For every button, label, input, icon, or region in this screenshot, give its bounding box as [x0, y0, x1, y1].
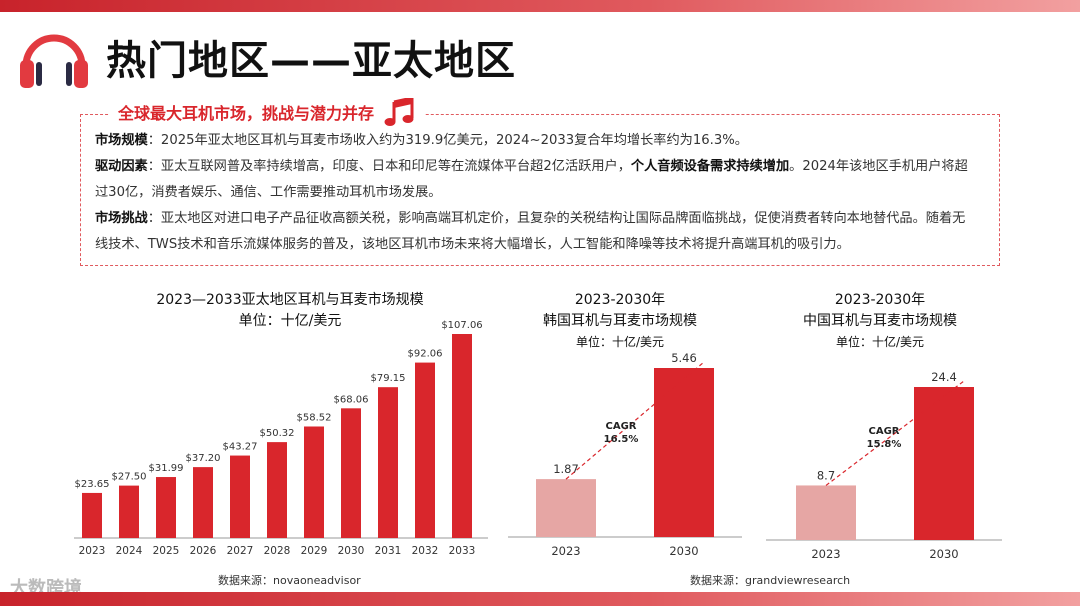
- chart2-value-label: 1.87: [553, 462, 579, 476]
- info-line-market-size: 市场规模：2025年亚太地区耳机与耳麦市场收入约为319.9亿美元，2024~2…: [95, 133, 748, 148]
- chart1-tick-label: 2024: [116, 545, 143, 557]
- chart1-value-label: $68.06: [334, 394, 369, 405]
- chart2-tick-label: 2023: [551, 544, 580, 558]
- chart2-value-label: 5.46: [671, 351, 697, 365]
- chart1-bar-2025: [156, 477, 176, 538]
- bottom-accent-bar: [0, 592, 1080, 606]
- source-left: 数据来源：novaoneadvisor: [218, 574, 361, 587]
- chart1-tick-label: 2025: [153, 545, 180, 557]
- chart3-cagr-label: CAGR: [869, 426, 900, 437]
- chart3-bar-2030: [914, 387, 974, 540]
- info-line-drivers: 驱动因素：亚太互联网普及率持续增高，印度、日本和印尼等在流媒体平台超2亿活跃用户…: [95, 159, 968, 174]
- chart3-tick-label: 2023: [811, 547, 840, 561]
- chart2-cagr-label: CAGR: [606, 421, 637, 432]
- chart1-value-label: $79.15: [371, 373, 406, 384]
- chart1-bar-2029: [304, 426, 324, 538]
- page-title: 热门地区——亚太地区: [106, 38, 516, 84]
- chart3-title: 2023-2030年 中国耳机与耳麦市场规模 单位：十亿/美元: [803, 292, 957, 349]
- info-text: 市场规模：2025年亚太地区耳机与耳麦市场收入约为319.9亿美元，2024~2…: [95, 128, 990, 258]
- chart1-tick-label: 2033: [449, 545, 476, 557]
- chart1-value-label: $43.27: [223, 442, 258, 453]
- music-note-icon: [384, 98, 414, 126]
- source-right: 数据来源：grandviewresearch: [690, 574, 851, 587]
- chart1-tick-label: 2026: [190, 545, 217, 557]
- chart2-cagr-value: 16.5%: [604, 434, 639, 445]
- info-line-challenges: 市场挑战：亚太地区对进口电子产品征收高额关税，影响高端耳机定价，且复杂的关税结构…: [95, 211, 966, 226]
- chart2-cagr-trend-line: [565, 361, 705, 480]
- chart1-value-label: $31.99: [149, 463, 184, 474]
- chart2-title: 2023-2030年 韩国耳机与耳麦市场规模 单位：十亿/美元: [543, 292, 697, 349]
- chart1-value-label: $27.50: [112, 472, 147, 483]
- chart1-tick-label: 2023: [79, 545, 106, 557]
- chart3-value-label: 24.4: [931, 370, 957, 384]
- chart3-cagr-value: 15.8%: [867, 439, 902, 450]
- chart1-tick-label: 2029: [301, 545, 328, 557]
- chart1-value-label: $58.52: [297, 412, 332, 423]
- chart1-bar-2032: [415, 362, 435, 538]
- chart1-tick-label: 2032: [412, 545, 439, 557]
- chart1-title: 2023—2033亚太地区耳机与耳麦市场规模 单位：十亿/美元: [156, 292, 424, 329]
- chart1-bar-2023: [82, 492, 102, 538]
- info-heading-wrap: 全球最大耳机市场，挑战与潜力并存: [110, 98, 425, 126]
- chart1-tick-label: 2030: [338, 545, 365, 557]
- chart1-value-label: $23.65: [75, 479, 110, 490]
- chart3-value-label: 8.7: [817, 468, 835, 482]
- info-box: [80, 114, 1000, 266]
- chart1-bar-2033: [452, 334, 472, 538]
- chart3-cagr-trend-line: [825, 380, 965, 486]
- top-accent-bar: [0, 0, 1080, 12]
- chart1-bar-2026: [193, 467, 213, 538]
- headphones-icon: [20, 34, 88, 88]
- chart1-bar-2024: [119, 485, 139, 538]
- info-heading: 全球最大耳机市场，挑战与潜力并存: [118, 104, 375, 123]
- chart1-tick-label: 2027: [227, 545, 254, 557]
- chart1-value-label: $50.32: [260, 428, 295, 439]
- info-line-drivers-cont: 过30亿，消费者娱乐、通信、工作需要推动耳机市场发展。: [95, 185, 442, 200]
- chart1-bar-2031: [378, 387, 398, 538]
- chart1-bar-2027: [230, 455, 250, 538]
- chart3-tick-label: 2030: [929, 547, 958, 561]
- chart1-tick-label: 2031: [375, 545, 402, 557]
- chart2-bar-2030: [654, 368, 714, 537]
- chart1-bar-2028: [267, 442, 287, 538]
- chart1-value-label: $37.20: [186, 453, 221, 464]
- chart2-bar-2023: [536, 479, 596, 537]
- chart1-value-label: $92.06: [408, 349, 443, 360]
- info-line-challenges-cont: 线技术、TWS技术和音乐流媒体服务的普及，该地区耳机市场未来将大幅增长，人工智能…: [95, 237, 850, 252]
- chart3-bar-2023: [796, 485, 856, 540]
- chart1-tick-label: 2028: [264, 545, 291, 557]
- chart1-bar-2030: [341, 408, 361, 538]
- chart2-tick-label: 2030: [669, 544, 698, 558]
